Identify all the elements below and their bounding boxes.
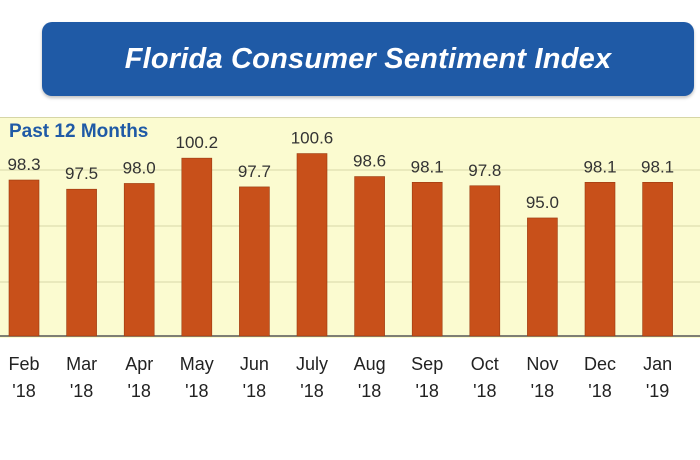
x-tick-label: Apr xyxy=(125,354,153,374)
bar xyxy=(123,183,155,337)
plot-area xyxy=(0,117,700,338)
x-tick-year: '19 xyxy=(646,381,669,401)
x-tick-label: Sep xyxy=(411,354,443,374)
x-tick-year: '18 xyxy=(415,381,438,401)
x-tick-year: '18 xyxy=(588,381,611,401)
x-tick-label: July xyxy=(296,354,328,374)
title-banner: Florida Consumer Sentiment Index xyxy=(42,22,694,96)
bar xyxy=(66,188,97,337)
x-tick-year: '18 xyxy=(300,381,323,401)
x-tick-year: '18 xyxy=(473,381,496,401)
bar xyxy=(239,186,270,337)
bar xyxy=(296,153,328,337)
data-label: 97.8 xyxy=(468,161,501,180)
x-tick-year: '18 xyxy=(185,381,208,401)
data-label: 98.1 xyxy=(641,157,674,176)
x-tick-label: May xyxy=(180,354,214,374)
x-tick-label: Oct xyxy=(471,354,499,374)
x-tick-label: Mar xyxy=(66,354,97,374)
x-tick-label: Jan xyxy=(643,354,672,374)
bar xyxy=(181,157,213,337)
x-tick-label: Jun xyxy=(240,354,269,374)
data-label: 100.6 xyxy=(291,129,334,148)
x-tick-year: '18 xyxy=(531,381,554,401)
bar xyxy=(469,185,501,337)
data-label: 98.1 xyxy=(583,157,616,176)
x-tick-year: '18 xyxy=(127,381,150,401)
x-tick-label: Aug xyxy=(354,354,386,374)
bar xyxy=(584,182,616,337)
bar xyxy=(527,217,558,337)
x-tick-year: '18 xyxy=(70,381,93,401)
data-label: 98.1 xyxy=(411,157,444,176)
bar xyxy=(411,182,443,337)
chart-title: Florida Consumer Sentiment Index xyxy=(124,42,612,75)
x-tick-year: '18 xyxy=(243,381,266,401)
x-tick-year: '18 xyxy=(12,381,35,401)
x-tick-label: Nov xyxy=(526,354,558,374)
data-label: 97.7 xyxy=(238,162,271,181)
x-tick-label: Dec xyxy=(584,354,616,374)
bar xyxy=(642,182,673,337)
data-label: 98.0 xyxy=(123,158,156,177)
data-label: 100.2 xyxy=(176,133,219,152)
bar xyxy=(354,176,385,337)
data-label: 97.5 xyxy=(65,164,98,183)
data-label: 95.0 xyxy=(526,193,559,212)
x-tick-year: '18 xyxy=(358,381,381,401)
chart-subtitle: Past 12 Months xyxy=(9,121,149,142)
data-label: 98.3 xyxy=(7,155,40,174)
data-label: 98.6 xyxy=(353,152,386,171)
x-tick-label: Feb xyxy=(8,354,39,374)
bar xyxy=(8,179,40,337)
